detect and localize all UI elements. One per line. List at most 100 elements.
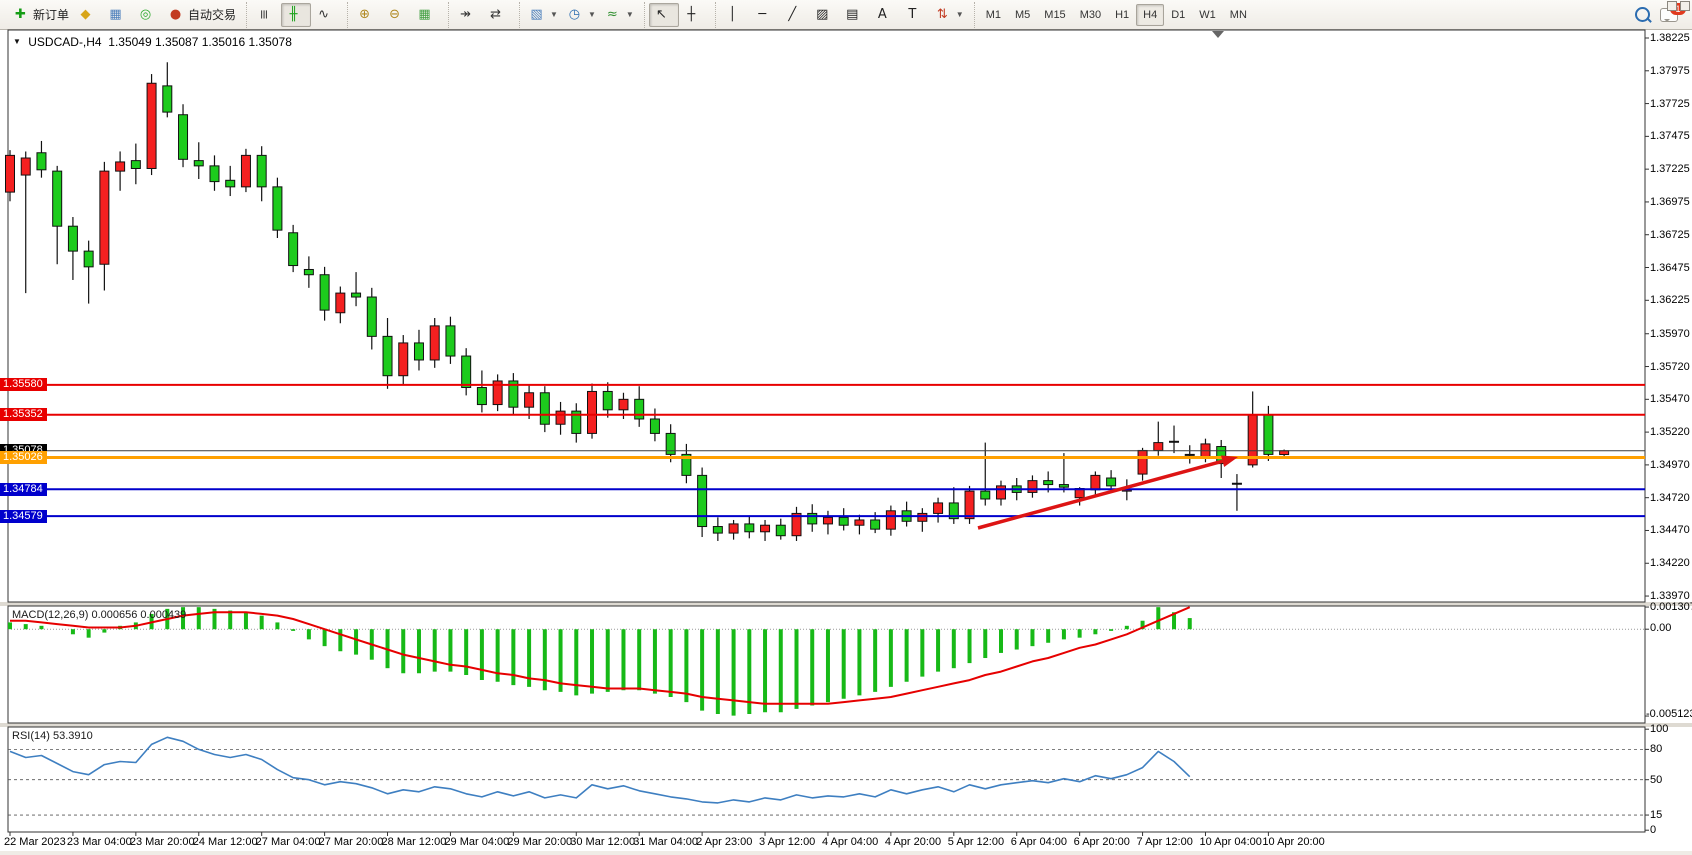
macd-axis-min: -0.005123 [1646,708,1692,721]
close-window-icon[interactable] [1680,1,1690,11]
price-axis-tick: 1.36225 [1650,294,1690,307]
timeframe-m5[interactable]: M5 [1015,8,1031,21]
time-axis-label: 7 Apr 12:00 [1136,836,1193,848]
periods-button[interactable]: ◷ ▼ [562,3,600,27]
status-strip [0,851,1692,855]
vertical-line-button[interactable]: │ [720,3,750,27]
tile-windows-icon: ▦ [418,7,431,22]
price-axis-tick: 1.35220 [1650,426,1690,439]
price-axis-tick: 1.36975 [1650,195,1690,208]
charts-window-icon: ▦ [109,7,122,22]
chart-symbol: USDCAD-,H4 [28,35,102,49]
toolbar-group: ▧ ▼ ◷ ▼ ≈ ▼ [519,1,642,28]
price-tag: 1.34579 [0,509,47,523]
rsi-axis-tick: 80 [1650,743,1663,756]
time-axis-label: 6 Apr 04:00 [1010,836,1067,848]
timeframe-h4[interactable]: H4 [1136,3,1165,26]
candle-chart-button[interactable]: ╫ [281,2,312,27]
text-button[interactable]: A [870,3,900,27]
time-axis-label: 28 Mar 12:00 [381,836,447,848]
fibonacci-button[interactable]: ▤ [840,3,870,27]
dropdown-caret-icon: ▼ [550,10,558,19]
text-label-button[interactable]: T [900,3,930,27]
quotes-icon: ◆ [80,7,91,22]
price-axis-tick: 1.36475 [1650,261,1690,274]
price-axis-tick: 1.37975 [1650,64,1690,77]
price-axis-tick: 1.35720 [1650,360,1690,373]
dropdown-caret-icon: ▼ [587,10,596,19]
text-icon: A [877,7,887,22]
zoom-in-button[interactable]: ⊕ [352,3,382,27]
text-label-icon: T [908,7,917,22]
channel-icon: ▨ [816,7,829,22]
charts-window-button[interactable]: ▦ [103,3,133,27]
price-axis-tick: 1.34220 [1650,557,1690,570]
timeframe-m30[interactable]: M30 [1079,8,1102,21]
tile-windows-button[interactable]: ▦ [412,3,442,27]
new-order-button-label: 新订单 [33,8,70,22]
new-order-button[interactable]: ✚ 新订单 [8,3,73,27]
price-axis-tick: 1.34970 [1650,458,1690,471]
price-tag: 1.34784 [0,482,47,496]
timeframe-group: M1 M5 M15 M30 H1 H4 D1 W1 MN [973,1,1258,28]
timeframe-m15[interactable]: M15 [1044,8,1066,21]
zoom-out-icon: ⊖ [389,7,400,22]
rsi-label: RSI(14) 53.3910 [12,730,93,742]
time-axis-label: 22 Mar 2023 [4,836,66,848]
restore-window-icon[interactable] [1667,1,1677,11]
signal-button[interactable]: ◎ [133,3,163,27]
candle-chart-icon: ╫ [289,7,298,22]
time-axis-label: 3 Apr 12:00 [759,836,816,848]
time-axis-label: 6 Apr 20:00 [1073,836,1130,848]
toolbar-group: ≡ ╫ ∿ [246,1,345,28]
price-axis-tick: 1.38225 [1650,32,1690,44]
timeframe-h1[interactable]: H1 [1115,8,1130,21]
macd-axis-zero: 0.00 [1650,622,1672,635]
time-axis-label: 23 Mar 04:00 [66,836,132,848]
cursor-button[interactable]: ↖ [648,2,679,27]
cursor-icon: ↖ [655,7,667,22]
chart-shift-icon: ⇄ [490,7,501,22]
indicators-button[interactable]: ≈ ▼ [600,3,638,27]
arrows-button[interactable]: ⇅ ▼ [930,3,968,27]
time-axis-label: 5 Apr 12:00 [947,836,1005,848]
channel-button[interactable]: ▨ [810,3,840,27]
zoom-out-button[interactable]: ⊖ [382,3,412,27]
price-tag: 1.35352 [0,408,47,422]
crosshair-button[interactable]: ┼ [679,3,709,27]
line-chart-icon: ∿ [318,7,329,22]
clock-icon: ◷ [568,7,581,22]
new-chart-button[interactable]: ▧ ▼ [524,3,562,27]
rsi-axis-tick: 15 [1650,809,1663,822]
time-axis-label: 27 Mar 04:00 [255,836,321,848]
price-tag: 1.35026 [0,451,47,465]
time-axis-label: 27 Mar 20:00 [318,836,384,848]
dropdown-caret-icon: ▼ [955,10,964,19]
main-toolbar: ✚ 新订单 ◆ ▦ ◎ ● 自动交易 ≡ ╫ ∿ ⊕ ⊖ ▦ ↠ ⇄ ▧ ▼ ◷ ▼ ≈ ▼ ↖ ┼ │ ─ ╱ ▨ ▤ A T ⇅ ▼ M1 M… [0,0,1692,30]
time-axis-label: 4 Apr 04:00 [821,836,879,848]
trendline-icon: ╱ [788,7,797,22]
timeframe-m1[interactable]: M1 [985,8,1001,21]
crosshair-icon: ┼ [687,7,696,22]
timeframe-d1[interactable]: D1 [1171,8,1186,21]
chart-shift-button[interactable]: ⇄ [483,3,513,27]
search-icon[interactable] [1635,7,1650,22]
trendline-button[interactable]: ╱ [780,3,810,27]
quotes-button[interactable]: ◆ [73,3,103,27]
chart-header: ▼ USDCAD-,H4 1.35049 1.35087 1.35016 1.3… [13,35,292,49]
line-chart-button[interactable]: ∿ [311,3,341,27]
dropdown-caret-icon: ▼ [625,10,634,19]
timeframe-w1[interactable]: W1 [1199,8,1216,21]
price-axis-tick: 1.34470 [1650,524,1690,537]
timeframe-mn[interactable]: MN [1229,8,1247,21]
auto-scroll-button[interactable]: ↠ [453,3,483,27]
autotrade-button[interactable]: ● 自动交易 [163,3,240,27]
price-axis-tick: 1.35970 [1650,327,1690,340]
time-axis-label: 2 Apr 23:00 [696,836,753,848]
fibonacci-icon: ▤ [846,7,859,22]
horizontal-line-button[interactable]: ─ [750,3,780,27]
toolbar-group: │ ─ ╱ ▨ ▤ A T ⇅ ▼ [714,1,972,28]
price-tag: 1.35580 [0,378,47,392]
time-axis-label: 29 Mar 04:00 [444,836,510,848]
